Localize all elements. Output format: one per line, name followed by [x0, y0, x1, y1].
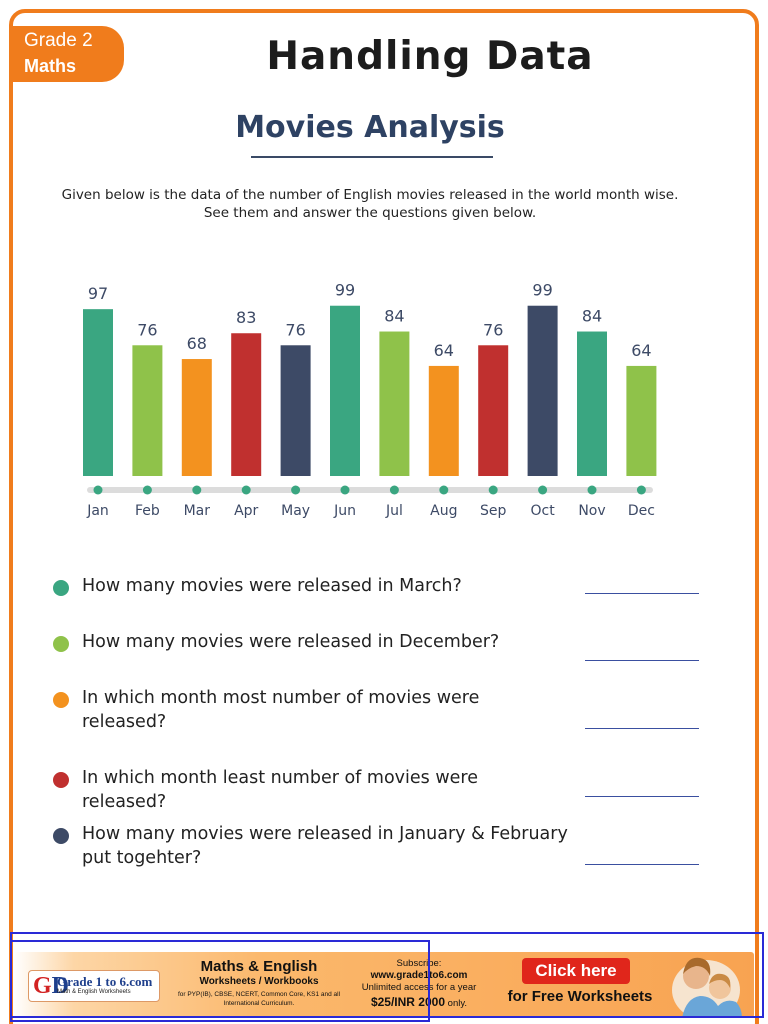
answer-line[interactable]	[585, 728, 699, 729]
price-text: $25/INR 2000 only.	[354, 995, 484, 1009]
axis-marker	[488, 485, 498, 495]
axis-marker	[587, 485, 597, 495]
bar-aug	[428, 365, 459, 476]
bar-jun	[330, 305, 360, 476]
price-suffix: only.	[447, 998, 468, 1009]
x-tick-label: Mar	[184, 503, 211, 519]
site-logo[interactable]: GD Grade 1 to 6.com Math & English Works…	[28, 970, 160, 1002]
promo-banner[interactable]: GD Grade 1 to 6.com Math & English Works…	[14, 952, 754, 1018]
data-label: 97	[88, 284, 108, 303]
data-label: 84	[582, 307, 602, 326]
x-tick-label: Jul	[385, 503, 403, 519]
bar-apr	[231, 333, 262, 476]
data-label: 68	[187, 334, 207, 353]
x-tick-label: Jun	[333, 503, 356, 519]
axis-marker	[439, 485, 449, 495]
data-label: 84	[384, 307, 404, 326]
question-text: In which month least number of movies we…	[82, 768, 478, 812]
bar-oct	[527, 305, 558, 476]
question-text: How many movies were released in January…	[82, 824, 568, 868]
x-tick-label: Oct	[530, 503, 555, 519]
banner-title: Maths & English	[200, 958, 318, 975]
logo-tagline: Math & English Worksheets	[57, 989, 131, 995]
kids-photo	[672, 957, 742, 1018]
x-tick-label: Feb	[135, 503, 160, 519]
click-here-button[interactable]: Click here	[522, 958, 630, 984]
answer-line[interactable]	[585, 593, 699, 594]
bar-sep	[478, 345, 509, 476]
site-link[interactable]: www.grade1to6.com	[370, 970, 468, 981]
bar-dec	[626, 365, 657, 476]
answer-line[interactable]	[585, 660, 699, 661]
axis-marker	[93, 485, 103, 495]
bullet-dot	[53, 692, 69, 708]
bar-may	[280, 345, 311, 476]
question-text: How many movies were released in March?	[82, 576, 462, 596]
subject-label: Maths	[24, 56, 77, 76]
answer-line[interactable]	[585, 796, 699, 797]
access-text: Unlimited access for a year	[361, 982, 477, 993]
axis-marker	[389, 485, 399, 495]
free-worksheets-text[interactable]: for Free Worksheets	[507, 988, 653, 1005]
data-label: 99	[532, 281, 552, 300]
title-underline	[251, 156, 493, 158]
x-tick-label: Aug	[430, 503, 457, 519]
axis-marker	[291, 485, 301, 495]
data-label: 83	[236, 308, 256, 327]
x-tick-label: Apr	[234, 503, 258, 519]
axis-marker	[340, 485, 350, 495]
x-tick-label: Sep	[480, 503, 507, 519]
bar-jul	[379, 331, 410, 476]
intro-line-1: Given below is the data of the number of…	[61, 187, 679, 203]
x-tick-label: Dec	[628, 503, 655, 519]
data-label: 64	[434, 341, 454, 360]
banner-subtitle: Worksheets / Workbooks	[199, 976, 319, 987]
grade-label: Grade 2	[24, 30, 93, 51]
data-label: 76	[285, 320, 305, 339]
axis-marker	[241, 485, 251, 495]
intro-line-2: See them and answer the questions given …	[203, 205, 537, 221]
answer-line[interactable]	[585, 864, 699, 865]
bullet-dot	[53, 828, 69, 844]
intro-text: Given below is the data of the number of…	[40, 186, 700, 222]
bar-mar	[181, 359, 212, 476]
data-label: 76	[137, 320, 157, 339]
question-text: How many movies were released in Decembe…	[82, 632, 500, 652]
bullet-dot	[53, 580, 69, 596]
data-label: 99	[335, 281, 355, 300]
grade-tag: Grade 2 Maths	[12, 26, 124, 82]
question-text: In which month most number of movies wer…	[82, 688, 480, 732]
x-tick-label: Jan	[86, 503, 109, 519]
price-value: $25/INR 2000	[370, 995, 446, 1009]
axis-marker	[192, 485, 202, 495]
banner-curriculum: for PYP(IB), CBSE, NCERT, Common Core, K…	[177, 991, 341, 1007]
page-title: Handling Data	[266, 34, 594, 79]
data-label: 64	[631, 341, 651, 360]
subscribe-label: Subscribe:	[396, 958, 442, 969]
bar-feb	[132, 345, 163, 476]
logo-icon: GD	[33, 973, 70, 999]
worksheet-frame	[9, 9, 759, 1024]
axis-marker	[538, 485, 548, 495]
axis-marker	[142, 485, 152, 495]
bar-nov	[577, 331, 607, 476]
bar-jan	[83, 309, 113, 476]
bullet-dot	[53, 636, 69, 652]
x-tick-label: Nov	[578, 503, 605, 519]
axis-marker	[636, 485, 646, 495]
movies-bar-chart: 97 Jan 76 Feb 68 Mar 83 Apr 76 May 99 Jun 84 Jul 64 Aug…	[83, 281, 657, 519]
logo-name: Grade 1 to 6.com	[57, 974, 153, 989]
bullet-dot	[53, 772, 69, 788]
x-tick-label: May	[281, 503, 310, 519]
data-label: 76	[483, 320, 503, 339]
chart-title: Movies Analysis	[235, 110, 505, 145]
